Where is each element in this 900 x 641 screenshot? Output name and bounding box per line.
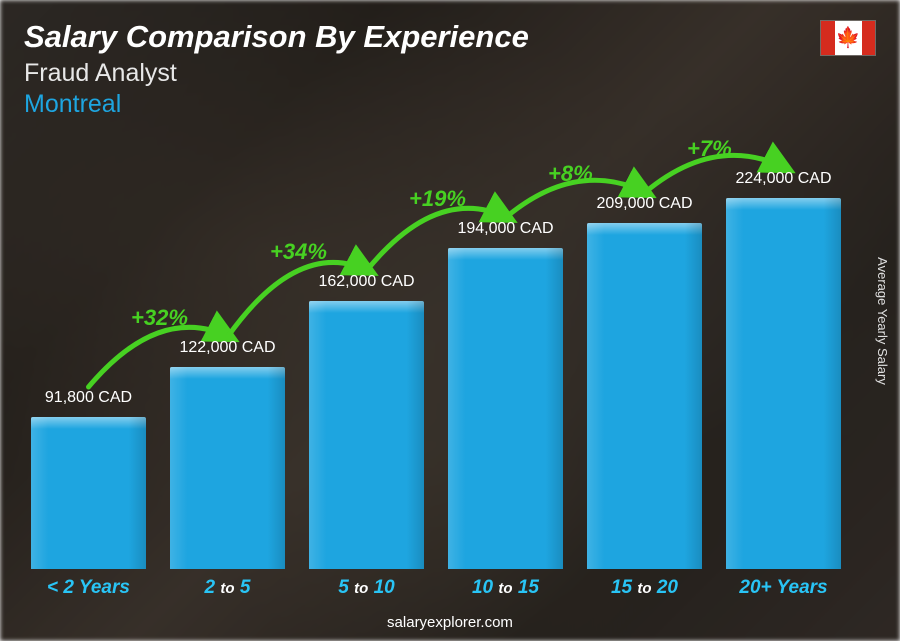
bar — [448, 248, 563, 569]
country-flag-icon: 🍁 — [820, 20, 876, 56]
x-axis-category-label: 2 to 5 — [170, 577, 285, 599]
bar — [587, 223, 702, 569]
bar-slot: 209,000 CAD — [587, 195, 702, 571]
bar-value-label: 209,000 CAD — [596, 195, 692, 213]
bar — [726, 198, 841, 569]
y-axis-label: Average Yearly Salary — [875, 257, 890, 385]
bar — [31, 417, 146, 569]
bar-slot: 162,000 CAD — [309, 273, 424, 571]
bar — [170, 367, 285, 569]
growth-percentage-label: +32% — [131, 305, 188, 331]
bar — [309, 301, 424, 569]
chart-location: Montreal — [24, 90, 529, 119]
x-axis-category-label: 10 to 15 — [448, 577, 563, 599]
maple-leaf-icon: 🍁 — [836, 28, 861, 48]
bar-slot: 91,800 CAD — [31, 389, 146, 571]
bar-slot: 224,000 CAD — [726, 170, 841, 571]
bar-value-label: 194,000 CAD — [457, 220, 553, 238]
chart-container: Salary Comparison By Experience Fraud An… — [0, 0, 900, 641]
growth-percentage-label: +34% — [270, 239, 327, 265]
attribution-text: salaryexplorer.com — [0, 614, 900, 631]
x-axis-category-label: 15 to 20 — [587, 577, 702, 599]
bar-value-label: 91,800 CAD — [45, 389, 132, 407]
x-axis-category-label: 5 to 10 — [309, 577, 424, 599]
bar-value-label: 224,000 CAD — [735, 170, 831, 188]
bar-value-label: 162,000 CAD — [318, 273, 414, 291]
bar-slot: 122,000 CAD — [170, 339, 285, 571]
growth-percentage-label: +7% — [687, 136, 732, 162]
bar-chart-area: 91,800 CAD 122,000 CAD 162,000 CAD 194,000 … — [22, 140, 850, 571]
chart-subtitle: Fraud Analyst — [24, 59, 529, 88]
growth-percentage-label: +19% — [409, 186, 466, 212]
bar-slot: 194,000 CAD — [448, 220, 563, 571]
x-axis-category-label: 20+ Years — [726, 577, 841, 599]
x-axis-labels: < 2 Years 2 to 5 5 to 10 10 to 15 15 to 20 20… — [22, 577, 850, 603]
x-axis-category-label: < 2 Years — [31, 577, 146, 599]
bar-value-label: 122,000 CAD — [179, 339, 275, 357]
chart-title: Salary Comparison By Experience — [24, 18, 529, 55]
header-block: Salary Comparison By Experience Fraud An… — [24, 18, 529, 119]
growth-percentage-label: +8% — [548, 161, 593, 187]
